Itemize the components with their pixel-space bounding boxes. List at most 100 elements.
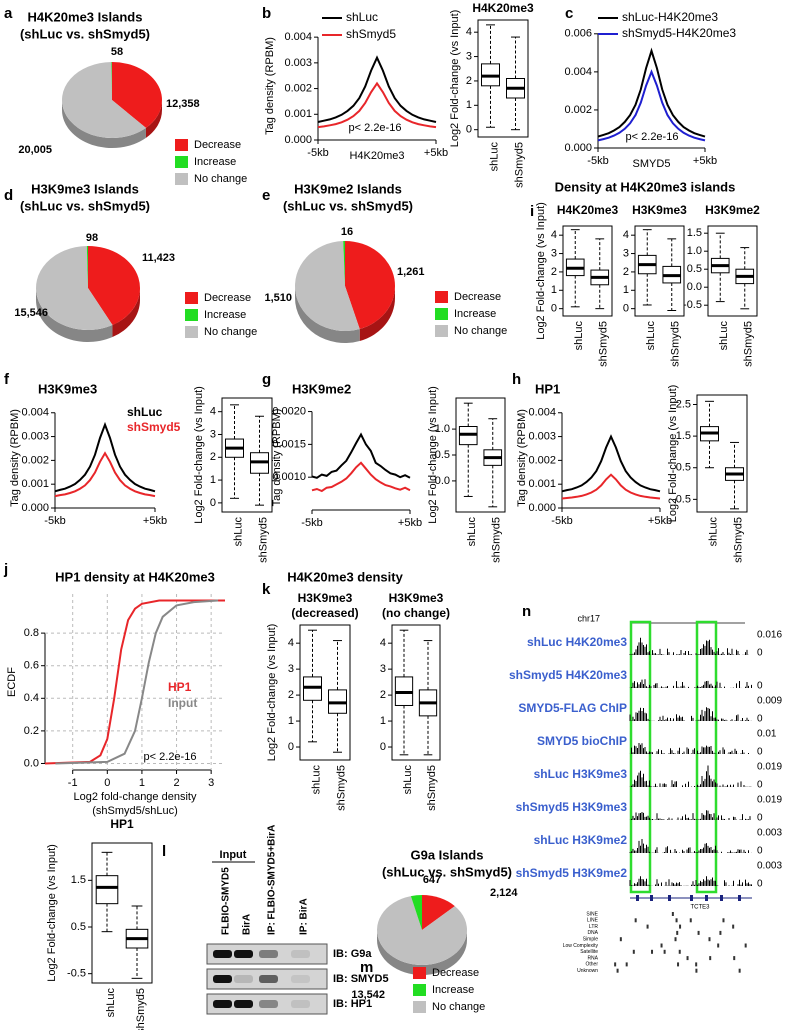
panel-letter: e xyxy=(262,187,270,204)
y-axis-label: Log2 Fold-change (vs Input) xyxy=(535,202,547,340)
y-tick-label: 2 xyxy=(551,266,557,278)
y-tick-label: 0.004 xyxy=(564,66,592,78)
pie-side xyxy=(62,100,146,148)
x-axis-label: SMYD5 xyxy=(633,158,671,170)
y-tick-label: 3 xyxy=(380,663,386,675)
legend-swatch xyxy=(413,967,426,979)
pie-side xyxy=(145,100,162,138)
repeat-label: SINE xyxy=(586,911,598,917)
chrom-label: chr17 xyxy=(577,613,600,623)
x-tick-label: 1 xyxy=(139,777,145,789)
blot-band xyxy=(213,975,232,983)
y-tick-label: 1 xyxy=(210,474,216,486)
panel-title: H4K20me3 xyxy=(472,1,534,15)
panel-letter: f xyxy=(4,371,10,388)
series-line xyxy=(561,473,661,500)
track-min: 0 xyxy=(757,681,763,692)
x-tick-label: +5kb xyxy=(648,515,672,527)
y-tick-label: 1.5 xyxy=(71,874,86,886)
legend-swatch xyxy=(175,139,188,151)
x-tick-label: -5kb xyxy=(307,147,328,159)
y-tick-label: 4 xyxy=(380,637,386,649)
pie-side xyxy=(294,286,360,344)
blot-band xyxy=(234,1000,253,1008)
title: H3K9me3 xyxy=(38,381,97,396)
blot-row-label: IB: G9a xyxy=(333,948,372,960)
track-min: 0 xyxy=(757,846,763,857)
legend-label: Decrease xyxy=(454,291,501,303)
title: (shLuc vs. shSmyd5) xyxy=(382,864,512,879)
series-line xyxy=(317,55,437,123)
value-label: 1,510 xyxy=(264,292,292,304)
plot-frame xyxy=(391,624,441,761)
track-name: shSmyd5 H3K9me3 xyxy=(516,800,628,814)
x-tick-label: 0 xyxy=(104,777,110,789)
blot-row-label: IB: SMYD5 xyxy=(333,973,389,985)
blot-band xyxy=(291,1000,310,1008)
blot-lane-label: FLBIO-SMYD5 xyxy=(221,867,232,935)
title: H3K9me3 Islands xyxy=(31,181,139,196)
track-min: 0 xyxy=(757,780,763,791)
legend-swatch xyxy=(175,173,188,185)
x-tick-label: shLuc xyxy=(310,765,322,795)
repeat-mark xyxy=(738,968,741,973)
y-tick-label: 0 xyxy=(551,303,557,315)
x-tick-label: shLuc xyxy=(466,517,478,547)
track-max: 0.01 xyxy=(757,729,777,740)
repeat-mark xyxy=(632,949,635,954)
legend-label: Increase xyxy=(454,308,496,320)
title: HP1 density at H4K20me3 xyxy=(55,569,215,584)
y-tick-label: 0 xyxy=(380,741,386,753)
gene-exon xyxy=(636,895,639,901)
series-line xyxy=(317,81,437,129)
y-axis-label: Tag density (RPBM) xyxy=(516,409,528,507)
y-axis-label: Log2 Fold-change (vs Input) xyxy=(667,385,679,523)
repeat-mark xyxy=(616,968,619,973)
annotation: p< 2.2e-16 xyxy=(626,131,679,143)
track-signal xyxy=(629,637,749,655)
x-tick-label: shSmyd5 xyxy=(335,765,347,811)
y-tick-label: 0 xyxy=(623,303,629,315)
value-label: 20,005 xyxy=(18,144,52,156)
title: H3K9me2 Islands xyxy=(294,181,402,196)
repeat-label: RNA xyxy=(587,955,598,961)
x-tick-label: -5kb xyxy=(44,515,65,527)
x-tick-label: shLuc xyxy=(105,988,117,1018)
legend-label: shSmyd5 xyxy=(346,27,396,41)
y-tick-label: 1 xyxy=(551,284,557,296)
x-tick-label: 2 xyxy=(173,777,179,789)
repeat-mark xyxy=(663,949,666,954)
y-tick-label: 0.8 xyxy=(24,627,39,639)
pie-side xyxy=(359,286,395,342)
repeat-mark xyxy=(722,918,725,923)
y-tick-label: 0.004 xyxy=(528,407,556,419)
track-signal xyxy=(629,839,752,853)
panel-title: H4K20me3 xyxy=(557,203,619,217)
y-tick-label: 3 xyxy=(466,50,472,62)
repeat-label: Unknown xyxy=(577,968,598,974)
y-axis-label: ECDF xyxy=(6,667,18,697)
y-tick-label: 3 xyxy=(288,663,294,675)
panel-letter: i xyxy=(530,203,534,220)
gene-exon xyxy=(650,895,653,901)
highlight xyxy=(629,620,652,894)
plot-frame xyxy=(221,397,273,513)
x-tick-label: shSmyd5 xyxy=(743,321,755,367)
legend-swatch xyxy=(435,308,448,320)
track-signal xyxy=(629,707,752,721)
value-label: 16 xyxy=(341,226,353,238)
blot-panel xyxy=(206,943,328,965)
y-tick-label: 0.000 xyxy=(21,502,49,514)
track-name: shSmyd5 H4K20me3 xyxy=(509,668,627,682)
track-name: shLuc H3K9me3 xyxy=(534,767,628,781)
y-tick-label: 0.000 xyxy=(284,134,312,146)
y-tick-label: 2 xyxy=(623,266,629,278)
title: H3K9me2 xyxy=(292,381,351,396)
y-tick-label: 1 xyxy=(380,715,386,727)
legend-swatch xyxy=(175,156,188,168)
y-tick-label: 0.006 xyxy=(564,28,592,40)
value-label: 1,261 xyxy=(397,266,425,278)
repeat-label: LTR xyxy=(589,924,598,930)
legend-label: Decrease xyxy=(432,967,479,979)
y-tick-label: 0.003 xyxy=(21,430,49,442)
